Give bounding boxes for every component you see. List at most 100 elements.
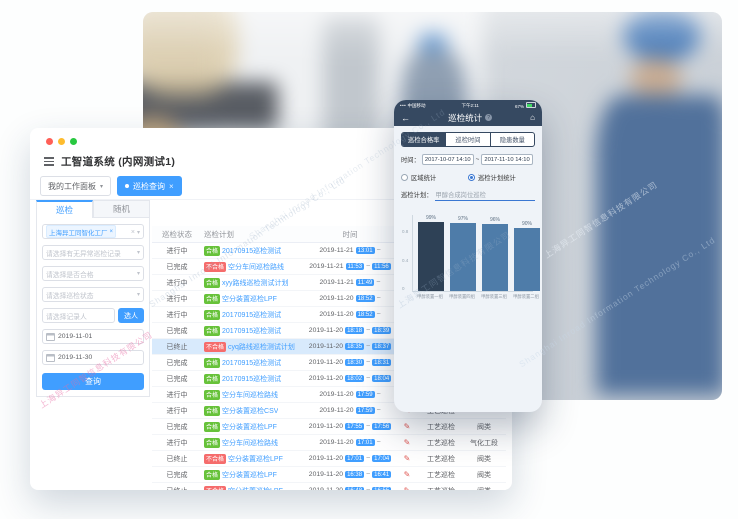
maximize-window-icon[interactable] [70,138,77,145]
cell-plan: 合格 20170915巡检测试 [202,373,306,384]
table-row[interactable]: 已终止不合格空分装置巡检LPF2019-11-2016:48~16:55✎工艺巡… [152,483,506,490]
phone-status-bar: ••• 中国移动 下午2:11 67% [394,100,542,109]
cell-status: 已完成 [166,375,188,383]
table-row[interactable]: 已完成 合格 空分装置巡检LPF 2019-11-20 17:55 ~17:56 ✎ 工艺巡检… [152,419,506,435]
close-window-icon[interactable] [46,138,53,145]
sidebar-select[interactable]: 请选择是否合格 ▾ [42,266,144,281]
cell-time: 2019-11-20 17:01 ~17:04 [308,455,392,462]
y-tick: 0 [402,286,405,291]
cell-plan: 合格 xyy路线巡检测试计划 [202,277,306,288]
cell-time: 2019-11-20 18:02 ~18:04 [308,375,392,382]
segment-inspection-time[interactable]: 巡检时间 [445,133,489,146]
bar-value-label: 96% [489,217,500,223]
battery-area: 67% [515,102,536,109]
cell-plan: 不合格 空分车间巡检路线 [202,261,306,272]
result-badge: 合格 [204,437,221,448]
help-icon[interactable]: ? [485,114,493,121]
plan-link[interactable]: cyq路线巡检测试计划 [228,343,295,351]
y-tick: 0.8 [402,229,409,234]
start-date-input[interactable]: 2019-11-01 [42,329,144,344]
tab-inspection-query[interactable]: 巡检查询 × [117,176,182,196]
close-tab-icon[interactable]: × [169,181,174,191]
segment-pass-rate[interactable]: 巡检合格率 [402,133,446,146]
plan-link[interactable]: 空分装置巡检LPF [228,486,283,491]
cell-time: 2019-11-20 17:59 ~ [319,407,381,414]
radio-region-stat[interactable]: 区域统计 [401,173,468,182]
cell-area: 阀类 [462,486,506,491]
cell-status: 已完成 [166,359,188,367]
result-badge: 不合格 [204,261,227,272]
plan-link[interactable]: 空分车间巡检路线 [222,391,279,399]
select-suffix: × ▾ [131,227,140,236]
back-icon[interactable]: ← [401,112,410,123]
edit-icon[interactable]: ✎ [403,454,411,463]
table-row[interactable]: 已终止 不合格 空分装置巡检LPF 2019-11-20 17:01 ~17:04 ✎ 工艺巡… [152,451,506,467]
sidebar-tab-inspection[interactable]: 巡检 [36,200,93,218]
time-from-input[interactable]: 2017-10-07 14:10 [421,154,474,165]
sidebar-select[interactable]: 请选择巡检状态 ▾ [42,287,144,302]
plan-link[interactable]: 20170915巡检测试 [222,359,282,367]
time-filter-row: 时间： 2017-10-07 14:10 ~ 2017-11-10 14:10 [401,154,535,165]
header-plan: 巡检计划 [204,229,234,239]
tab-my-workboard[interactable]: 我的工作面板 ▾ [40,176,112,196]
photo-worker2-face [630,57,682,99]
segmented-control: 巡检合格率 巡检时间 隐患数量 [401,132,535,147]
header-time: 时间 [342,229,358,239]
plan-link[interactable]: 空分装置巡检LPF [222,423,277,431]
cell-status: 已完成 [166,423,188,431]
plan-link[interactable]: 空分装置巡检LPF [222,295,277,303]
cell-type: 工艺巡检 [427,455,455,463]
radio-plan-stat[interactable]: 巡检计划统计 [468,173,535,182]
sidebar-selects: 请选择有无异常巡检记录 ▾ 请选择是否合格 ▾ 请选择巡检状态 ▾ [42,245,144,302]
result-badge: 合格 [204,309,221,320]
clear-icon[interactable]: × [130,229,135,236]
edit-icon[interactable]: ✎ [404,486,411,490]
plan-link[interactable]: 空分装置巡检CSV [222,407,279,415]
end-date-input[interactable]: 2019-11-30 [42,350,144,365]
remove-tag-icon[interactable]: × [109,228,114,235]
edit-icon[interactable]: ✎ [403,422,411,431]
result-badge: 合格 [204,389,221,400]
plan-link[interactable]: xyy路线巡检测试计划 [222,279,289,287]
table-row[interactable]: 已完成 合格 空分装置巡检LPF 2019-11-20 16:38 ~16:41 ✎ 工艺巡检… [152,467,506,483]
edit-icon[interactable]: ✎ [403,438,411,447]
menu-icon[interactable] [44,157,54,166]
plan-link[interactable]: 20170915巡检测试 [222,247,282,255]
org-select[interactable]: 上海异工同智化工厂 × × ▾ [42,224,144,239]
cell-plan: 合格 空分车间巡检路线 [202,389,306,400]
pick-person-button[interactable]: 选人 [118,308,144,323]
home-icon[interactable]: ⌂ [530,113,535,122]
cell-area: 气化工段 [470,439,498,447]
sidebar-tab-random[interactable]: 随机 [93,200,150,218]
cell-plan: 合格 空分装置巡检LPF [202,421,306,432]
result-badge: 合格 [204,405,221,416]
cell-plan: 不合格空分装置巡检LPF [202,453,306,464]
table-row[interactable]: 进行中 合格 空分车间巡检路线 2019-11-20 17:01 ~ ✎ 工艺巡检 气化工段 [152,435,506,451]
segment-hazard-count[interactable]: 隐患数量 [489,133,534,146]
plan-link[interactable]: 空分装置巡检LPF [222,471,277,479]
plan-link[interactable]: 空分车间巡检路线 [228,263,285,271]
sidebar-select[interactable]: 请选择有无异常巡检记录 ▾ [42,245,144,260]
battery-percent: 67% [514,104,524,109]
minimize-window-icon[interactable] [58,138,65,145]
plan-link[interactable]: 20170915巡检测试 [222,311,282,319]
cell-time: 2019-11-20 16:38 ~16:41 [308,471,392,478]
plan-link[interactable]: 空分车间巡检路线 [222,439,279,447]
plan-link[interactable]: 20170915巡检测试 [222,327,282,335]
plan-link[interactable]: 空分装置巡检LPF [228,455,283,463]
cell-record: ✎ [394,422,420,431]
cell-status: 已终止 [166,455,188,463]
stat-mode-radios: 区域统计 巡检计划统计 [401,173,535,182]
chevron-down-icon: ▾ [136,250,140,256]
search-button[interactable]: 查询 [42,373,144,390]
time-label: 时间： [401,157,420,164]
bar [450,223,476,291]
plan-value-input[interactable]: 甲醇合成岗位巡检 [435,190,535,201]
person-input[interactable]: 请选择记录人 [42,308,115,323]
plan-link[interactable]: 20170915巡检测试 [222,375,282,383]
edit-icon[interactable]: ✎ [403,470,411,479]
time-to-input[interactable]: 2017-11-10 14:10 [481,154,533,165]
status-time: 下午2:11 [461,102,479,108]
bar-category-label: 甲醇装置二组 [513,294,539,299]
